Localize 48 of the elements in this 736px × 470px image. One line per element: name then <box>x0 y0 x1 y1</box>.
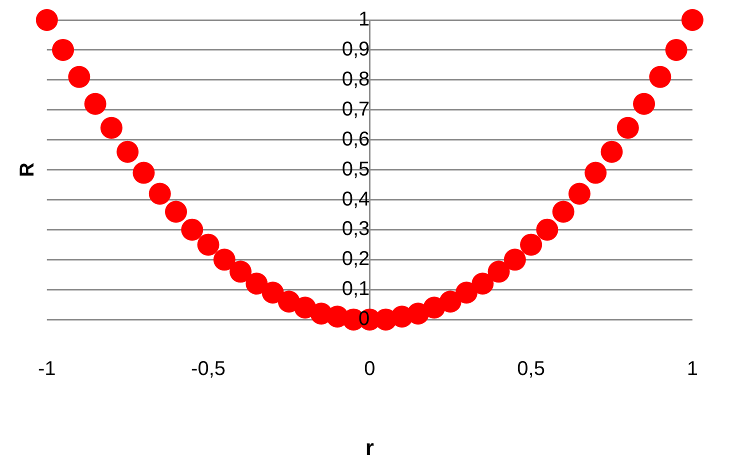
point <box>455 282 478 304</box>
y-tick-label: 0,5 <box>342 158 370 180</box>
point <box>633 92 656 115</box>
point <box>665 38 688 61</box>
point <box>84 92 106 115</box>
point <box>116 140 139 163</box>
point <box>472 272 494 295</box>
y-tick-label: 0,6 <box>342 128 370 150</box>
y-tick-label: 0,9 <box>342 38 370 60</box>
x-tick-label: 1 <box>686 358 698 380</box>
point <box>600 140 623 163</box>
x-tick-label: -0,5 <box>191 358 226 380</box>
x-axis-title: r <box>365 434 374 460</box>
point <box>165 200 187 223</box>
point <box>504 248 526 271</box>
point <box>68 66 90 88</box>
point <box>52 38 74 61</box>
point <box>681 9 704 31</box>
y-axis-title: R <box>16 162 39 178</box>
point <box>262 282 284 304</box>
point <box>616 116 639 139</box>
point <box>520 234 542 256</box>
point <box>536 218 558 241</box>
point <box>488 260 510 283</box>
point <box>439 290 462 313</box>
point <box>568 182 590 205</box>
y-tick-label: 0,8 <box>342 68 370 90</box>
point <box>181 218 204 241</box>
point <box>213 248 236 271</box>
y-tick-label: 1 <box>358 8 370 31</box>
y-tick-label: 0,2 <box>342 248 370 270</box>
point <box>230 260 252 283</box>
point <box>552 200 574 223</box>
x-tick-label: -1 <box>38 358 56 380</box>
point <box>197 234 220 256</box>
y-tick-label: 0,1 <box>342 278 370 300</box>
point <box>100 116 122 139</box>
point <box>246 272 268 295</box>
x-tick-label: 0,5 <box>517 358 545 380</box>
point <box>148 182 171 205</box>
point <box>649 66 672 88</box>
point <box>36 9 58 31</box>
point <box>132 162 155 184</box>
y-tick-label: 0,3 <box>342 218 370 240</box>
point <box>584 162 607 184</box>
y-tick-label: 0,7 <box>342 98 370 120</box>
y-tick-label: 0 <box>358 308 370 330</box>
y-tick-label: 0,4 <box>342 188 370 210</box>
